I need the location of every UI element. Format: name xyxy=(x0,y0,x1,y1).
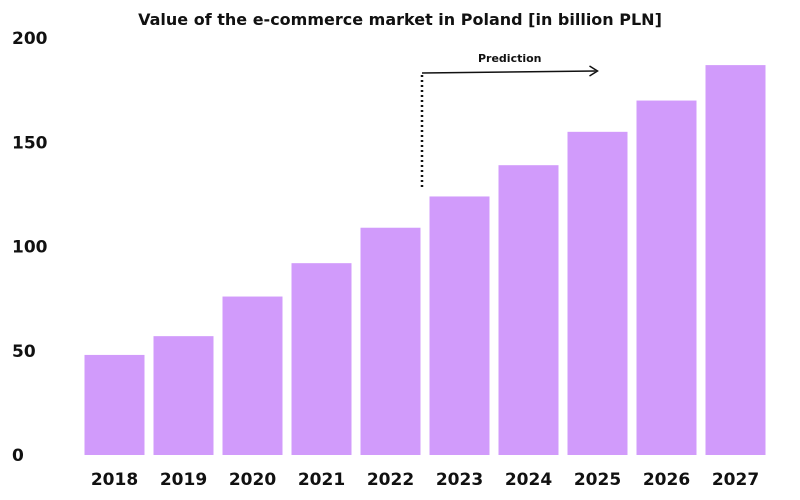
chart-title: Value of the e-commerce market in Poland… xyxy=(138,10,662,29)
bar-2021 xyxy=(291,263,352,455)
bars xyxy=(84,65,766,456)
y-tick-label: 50 xyxy=(12,342,36,362)
bar-2025 xyxy=(567,131,628,455)
bar-2024 xyxy=(498,165,559,455)
bar-2027 xyxy=(705,65,766,455)
x-tick-label: 2023 xyxy=(436,470,483,490)
x-tick-label: 2024 xyxy=(505,470,552,490)
prediction-annotation: Prediction xyxy=(420,52,599,187)
x-tick-label: 2022 xyxy=(367,470,414,490)
x-tick-label: 2025 xyxy=(574,470,621,490)
y-axis-ticks: 0 50 100 150 200 xyxy=(12,29,48,466)
bar-2026 xyxy=(636,100,697,456)
y-tick-label: 100 xyxy=(12,238,48,258)
prediction-label: Prediction xyxy=(478,52,542,65)
x-tick-label: 2018 xyxy=(91,470,138,490)
x-tick-label: 2021 xyxy=(298,470,345,490)
bar-2018 xyxy=(84,354,145,455)
bar-2022 xyxy=(360,227,421,455)
arrow-head-icon xyxy=(589,65,599,77)
y-tick-label: 150 xyxy=(12,133,48,153)
prediction-arrow-line xyxy=(421,70,596,74)
y-tick-label: 200 xyxy=(12,29,48,49)
x-axis-ticks: 2018 2019 2020 2021 2022 2023 2024 2025 2026 2027 xyxy=(91,470,759,490)
y-tick-label: 0 xyxy=(12,446,24,466)
x-tick-label: 2027 xyxy=(712,470,759,490)
x-tick-label: 2026 xyxy=(643,470,690,490)
bar-2023 xyxy=(429,196,490,455)
bar-2020 xyxy=(222,296,283,455)
x-tick-label: 2020 xyxy=(229,470,276,490)
x-tick-label: 2019 xyxy=(160,470,207,490)
bar-2019 xyxy=(153,336,214,455)
